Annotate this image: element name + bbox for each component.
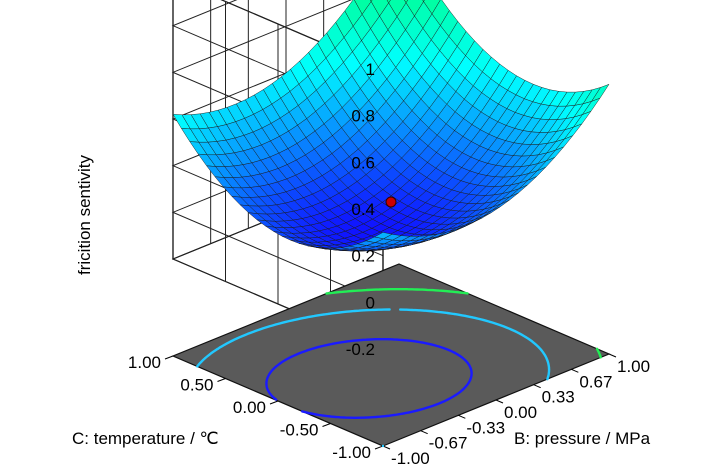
x-tick-label: 1.00 <box>617 357 650 376</box>
x-tick-label: 0.33 <box>542 388 575 407</box>
x-tick-mark <box>608 353 617 358</box>
x-tick-label: -0.67 <box>429 434 468 453</box>
x-tick-mark <box>571 368 579 373</box>
floor-plane <box>164 263 617 450</box>
tick-labels: -0.200.20.40.60.81-1.00-0.67-0.330.000.3… <box>128 60 650 468</box>
y-tick-mark <box>269 400 279 405</box>
y-tick-label: 0.00 <box>233 398 266 417</box>
design-point-layer <box>385 196 397 208</box>
x-tick-mark <box>533 384 541 389</box>
z-tick-label: 1 <box>366 60 375 79</box>
y-tick-label: -0.50 <box>280 421 319 440</box>
y-tick-mark <box>217 378 226 382</box>
y-axis-title: C: temperature / ℃ <box>72 429 219 448</box>
contour-line-2 <box>196 308 551 448</box>
surface-patch <box>404 0 409 4</box>
y-tick-label: -1.00 <box>332 443 371 462</box>
z-axis-title: fricition sentivity <box>75 155 94 275</box>
y-tick-label: 0.50 <box>180 376 213 395</box>
surface-patch <box>591 83 610 102</box>
x-tick-label: -1.00 <box>391 449 430 468</box>
y-tick-mark <box>374 445 384 450</box>
wall-gridline-z <box>220 0 384 70</box>
z-tick-label: -0.2 <box>346 340 375 359</box>
z-tick-label: 0.2 <box>351 247 375 266</box>
y-tick-mark <box>322 423 331 427</box>
x-tick-mark <box>458 414 466 419</box>
x-tick-mark <box>420 430 428 435</box>
surface-patch <box>386 0 391 4</box>
x-tick-label: 0.00 <box>504 403 537 422</box>
response-surface <box>172 0 610 252</box>
y-tick-label: 1.00 <box>128 353 161 372</box>
z-tick-label: 0.8 <box>351 107 375 126</box>
design-point-marker <box>385 196 397 208</box>
x-tick-label: 0.67 <box>579 372 612 391</box>
contour-line-1 <box>265 338 473 419</box>
x-tick-mark <box>495 399 504 404</box>
contour-line-3 <box>325 288 602 359</box>
floor-contours <box>196 288 602 448</box>
z-tick-label: 0 <box>366 293 375 312</box>
x-tick-mark <box>382 445 391 450</box>
z-tick-label: 0.4 <box>351 200 375 219</box>
x-axis-title: B: pressure / MPa <box>514 429 651 448</box>
z-tick-label: 0.6 <box>351 153 375 172</box>
y-tick-mark <box>164 355 174 360</box>
x-tick-label: -0.33 <box>466 418 505 437</box>
